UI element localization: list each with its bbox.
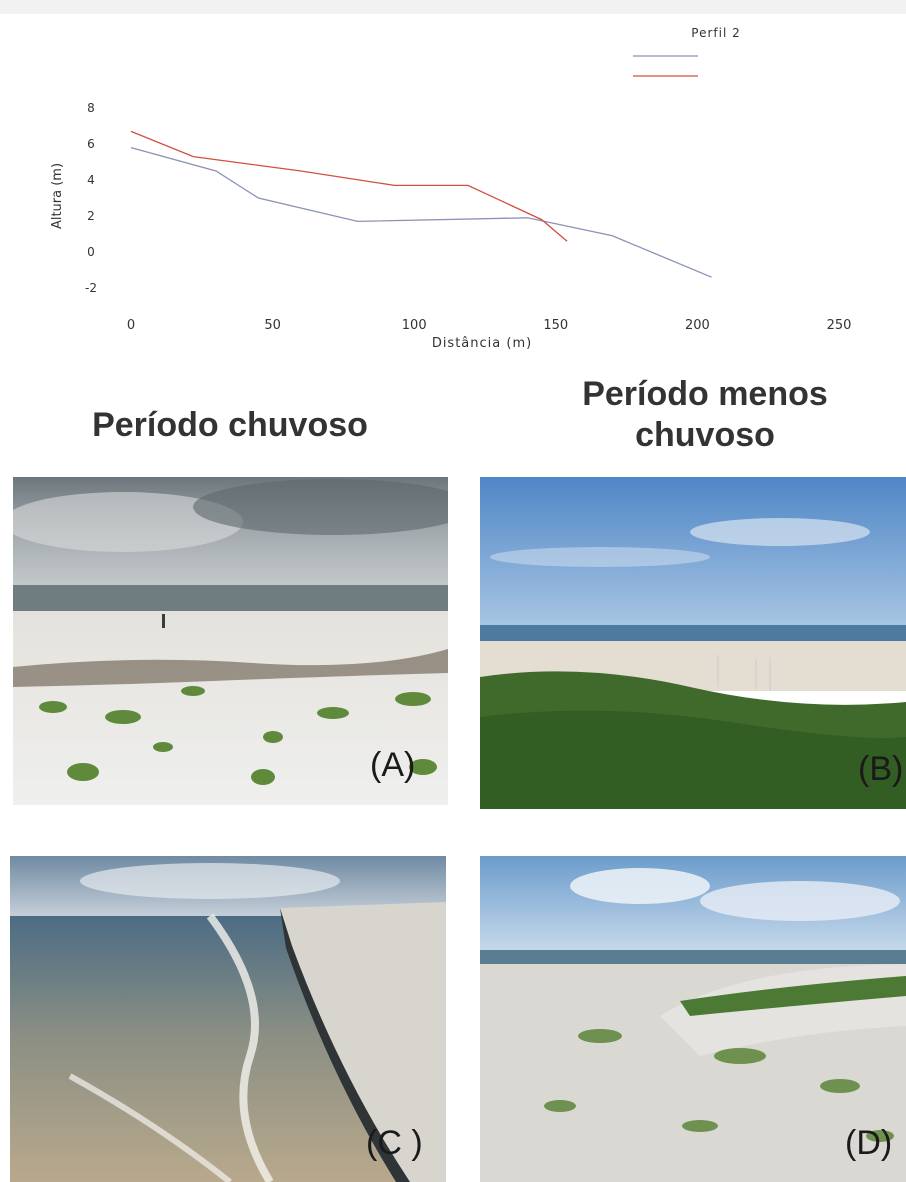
y-tick-label: 0 (87, 245, 95, 259)
photo-c: (C ) (10, 856, 446, 1182)
photo-b: (B) (480, 477, 906, 809)
top-strip (0, 0, 906, 14)
photo-d: (D) (480, 856, 906, 1182)
series-line-2 (130, 130, 568, 242)
x-tick-label: 100 (402, 318, 427, 333)
series-lines (130, 130, 712, 278)
photo-c-label: (C ) (366, 1124, 423, 1162)
x-tick-label: 0 (127, 318, 135, 333)
photo-a: (A) (13, 477, 448, 805)
beach-photo-a-image (13, 477, 448, 805)
heading-rainy-period: Período chuvoso (92, 406, 368, 444)
beach-photo-c-image (10, 856, 446, 1182)
heading-less-rainy-period: Período menos chuvoso (582, 375, 828, 454)
y-tick-label: 4 (87, 173, 95, 187)
y-tick-labels: 8 6 4 2 0 -2 (85, 101, 97, 295)
photo-a-label: (A) (370, 746, 416, 784)
y-tick-label: 6 (87, 137, 95, 151)
x-axis-label: Distância (m) (432, 336, 532, 351)
y-tick-label: -2 (85, 281, 97, 295)
beach-photo-b-image (480, 477, 906, 809)
y-tick-label: 2 (87, 209, 95, 223)
x-tick-label: 50 (264, 318, 281, 333)
x-tick-labels: 0 50 100 150 200 250 (127, 318, 852, 333)
photo-d-label: (D) (845, 1124, 893, 1162)
photo-b-label: (B) (858, 750, 904, 788)
chart-title: Perfil 2 (691, 26, 740, 40)
profile-chart: Perfil 2 Altura (m) Distância (m) 8 6 4 2 0 -… (50, 26, 852, 351)
y-axis-label: Altura (m) (50, 163, 65, 229)
x-tick-label: 150 (543, 318, 568, 333)
x-tick-label: 250 (827, 318, 852, 333)
beach-photo-d-image (480, 856, 906, 1182)
x-tick-label: 200 (685, 318, 710, 333)
y-tick-label: 8 (87, 101, 95, 115)
series-line-1 (130, 146, 712, 278)
